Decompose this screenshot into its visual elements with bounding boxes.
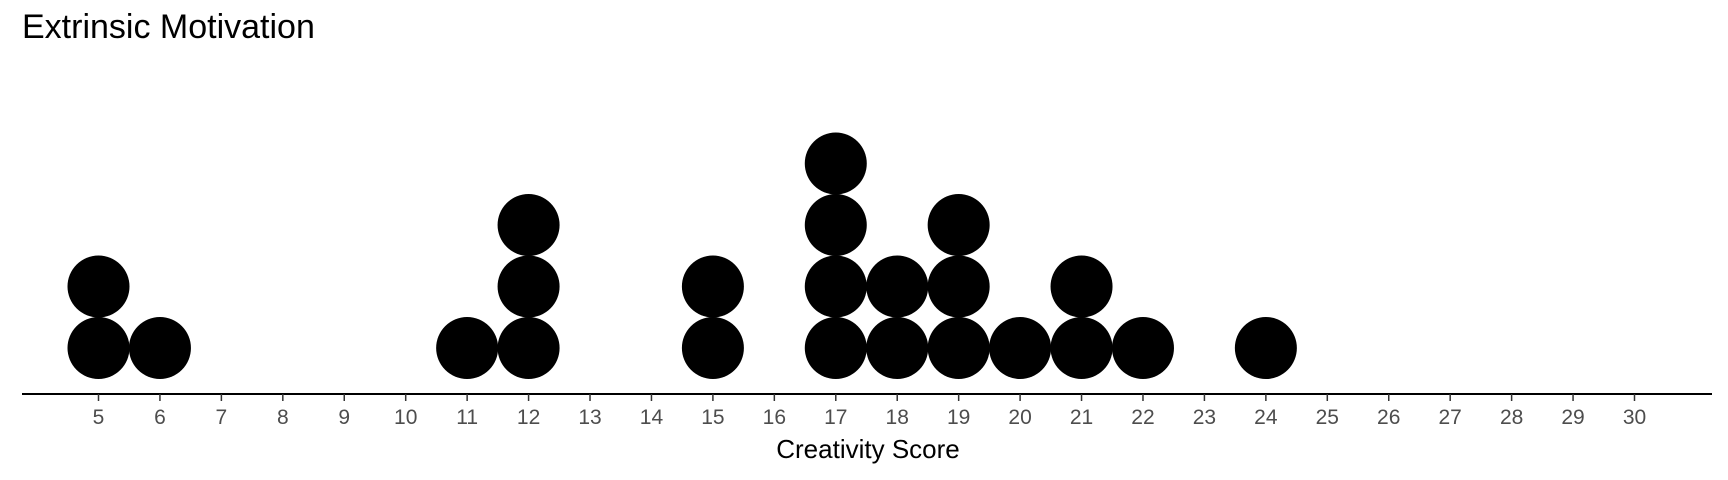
data-dot <box>497 255 560 318</box>
data-dot <box>866 317 929 379</box>
x-tick-label: 11 <box>456 406 478 429</box>
data-dot <box>927 194 990 256</box>
data-dot <box>804 255 867 318</box>
x-tick-label: 23 <box>1193 406 1216 429</box>
x-tick-label: 24 <box>1254 406 1278 429</box>
data-dot <box>1111 317 1174 379</box>
data-dot <box>497 317 560 379</box>
x-tick-label: 5 <box>93 406 105 429</box>
x-tick-label: 19 <box>947 406 970 429</box>
data-dot <box>866 255 929 318</box>
data-dot <box>804 194 867 256</box>
x-tick-label: 21 <box>1070 406 1093 429</box>
x-tick-label: 28 <box>1500 406 1523 429</box>
x-tick-label: 10 <box>394 406 417 429</box>
data-dot <box>927 255 990 318</box>
x-tick-label: 6 <box>154 406 166 429</box>
x-tick-label: 25 <box>1316 406 1339 429</box>
x-tick-label: 22 <box>1131 406 1154 429</box>
x-tick-label: 16 <box>763 406 786 429</box>
x-tick-label: 7 <box>216 406 228 429</box>
data-dot <box>927 317 990 379</box>
data-dot <box>128 317 191 379</box>
data-dot <box>804 132 867 195</box>
data-dot <box>989 317 1052 379</box>
x-tick-label: 20 <box>1008 406 1031 429</box>
data-dot <box>681 317 744 379</box>
x-tick-label: 30 <box>1623 406 1646 429</box>
data-dot <box>1050 317 1113 379</box>
x-tick-label: 9 <box>338 406 350 429</box>
data-dot <box>804 317 867 379</box>
x-axis-title: Creativity Score <box>776 434 960 464</box>
x-tick-label: 13 <box>578 406 601 429</box>
x-tick-label: 26 <box>1377 406 1400 429</box>
data-dot <box>681 255 744 318</box>
chart-title: Extrinsic Motivation <box>22 8 315 46</box>
x-tick-label: 15 <box>701 406 724 429</box>
x-tick-label: 17 <box>824 406 847 429</box>
x-tick-label: 27 <box>1439 406 1462 429</box>
x-tick-label: 14 <box>640 406 664 429</box>
data-dot <box>1234 317 1297 379</box>
data-dot <box>436 317 499 379</box>
x-tick-label: 18 <box>886 406 909 429</box>
x-tick-label: 12 <box>517 406 540 429</box>
x-tick-label: 8 <box>277 406 289 429</box>
x-tick-label: 29 <box>1561 406 1584 429</box>
data-dot <box>497 194 560 256</box>
data-dot <box>1050 255 1113 318</box>
data-dot <box>67 255 130 318</box>
data-dot <box>67 317 130 379</box>
